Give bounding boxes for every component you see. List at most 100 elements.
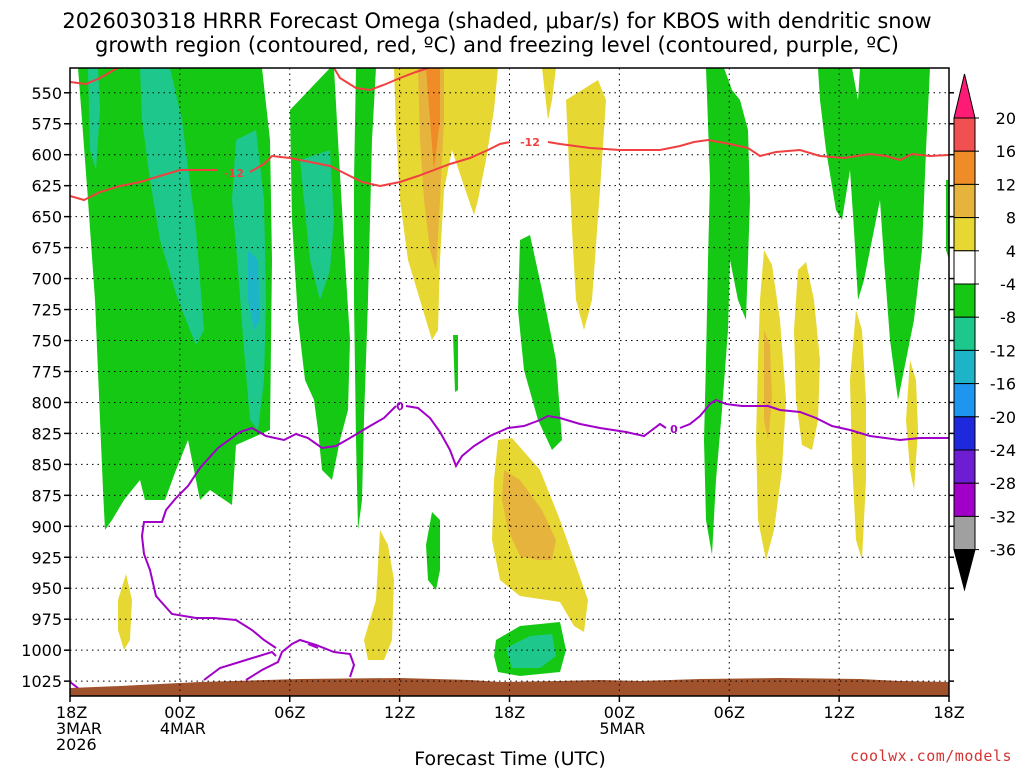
omega-region-yellow-small-2 [566, 80, 606, 330]
omega-region-teal-mid [300, 150, 334, 300]
y-tick-label: 625 [31, 177, 62, 196]
x-tick-label: 4MAR [160, 719, 206, 738]
colorbar-label: -8 [1000, 308, 1016, 327]
y-tick-label: 900 [31, 517, 62, 536]
dendritic-contour-upper-mid [333, 68, 429, 92]
x-tick-label: 5MAR [599, 719, 645, 738]
omega-region-green-right-a [704, 68, 750, 555]
y-axis: 550 575 600 625 650 675 700 725 750 775 800 825 850 8… [21, 84, 954, 691]
omega-region-green-dot [453, 335, 458, 392]
y-tick-label: 725 [31, 301, 62, 320]
colorbar-label: -16 [990, 375, 1016, 394]
contour-label-minus12-a: -12 [224, 167, 244, 180]
y-tick-label: 1000 [21, 641, 62, 660]
colorbar-label: -12 [990, 341, 1016, 360]
omega-region-green-streak [518, 235, 562, 450]
omega-region-teal-left-a [140, 68, 204, 345]
credit-text: coolwx.com/models [850, 747, 1012, 765]
colorbar-segment [953, 316, 976, 351]
omega-region-teal-left-b [88, 68, 100, 170]
contours: -12 -12 0 0 [70, 68, 949, 689]
y-tick-label: 800 [31, 393, 62, 412]
dendritic-contour-minus12 [70, 138, 949, 202]
y-tick-label: 700 [31, 270, 62, 289]
y-tick-label: 850 [31, 455, 62, 474]
y-tick-label: 550 [31, 84, 62, 103]
y-tick-label: 775 [31, 362, 62, 381]
x-tick-label: 06Z [274, 703, 305, 722]
colorbar-label: 12 [996, 175, 1016, 194]
omega-region-yellow-lowmid [364, 530, 394, 660]
colorbar-segment [953, 183, 976, 219]
y-tick-label: 825 [31, 424, 62, 443]
x-tick-label: 00Z [604, 703, 635, 722]
omega-region-darkorange-upper [426, 68, 440, 170]
x-tick-label: 3MAR [56, 719, 102, 738]
y-tick-label: 650 [31, 208, 62, 227]
omega-region-yellow-right-d [906, 360, 918, 490]
y-tick-label: 600 [31, 146, 62, 165]
x-tick-label: 2026 [56, 735, 97, 754]
colorbar-label: 8 [1006, 209, 1016, 228]
omega-region-yellow-right-c [850, 310, 866, 560]
x-tick-label: 06Z [714, 703, 745, 722]
freezing-level-contour [70, 398, 949, 689]
x-axis-label: Forecast Time (UTC) [414, 748, 605, 768]
colorbar-label: 20 [996, 109, 1016, 128]
colorbar-segment [953, 349, 976, 385]
omega-region-orange-plume [502, 470, 556, 560]
colorbar-segment [953, 250, 976, 285]
colorbar-segment [953, 449, 976, 484]
colorbar-label: 16 [996, 142, 1016, 161]
omega-shading [70, 68, 949, 696]
omega-region-green-right-b [818, 68, 930, 400]
omega-region-orange-right-a [764, 330, 772, 440]
x-tick-label: 12Z [823, 703, 854, 722]
omega-region-yellow-lowleft [118, 574, 132, 650]
omega-region-green-lowcell [426, 512, 440, 590]
grid-lines [70, 68, 949, 696]
omega-region-yellow-small-1 [542, 68, 556, 120]
omega-region-green-left [78, 68, 272, 530]
y-tick-label: 925 [31, 548, 62, 567]
colorbar-top-arrow [953, 73, 976, 119]
x-tick-label: 18Z [56, 703, 87, 722]
colorbar-segment [953, 217, 976, 252]
y-tick-label: 1025 [21, 672, 62, 691]
omega-region-yellow-right-b [794, 262, 820, 450]
colorbar-segment [953, 283, 976, 318]
y-tick-label: 950 [31, 579, 62, 598]
colorbar-segment [953, 482, 976, 517]
omega-region-white-gap [852, 68, 860, 100]
colorbar-bottom-arrow [953, 549, 976, 592]
chart-title-line2: growth region (contoured, red, ºC) and f… [95, 33, 899, 57]
chart-title-line1: 2026030318 HRRR Forecast Omega (shaded, … [62, 9, 931, 33]
colorbar-label: -36 [990, 541, 1016, 560]
y-tick-label: 975 [31, 610, 62, 629]
colorbar-label: -20 [990, 408, 1016, 427]
y-tick-label: 575 [31, 115, 62, 134]
colorbar-segment [953, 515, 976, 551]
colorbar-segment [953, 117, 976, 152]
dendritic-contour-upper-left [70, 68, 119, 86]
y-tick-label: 675 [31, 239, 62, 258]
contour-label-zero-b: 0 [670, 423, 678, 436]
y-tick-label: 750 [31, 332, 62, 351]
colorbar-segment [953, 416, 976, 451]
x-tick-label: 12Z [384, 703, 415, 722]
x-tick-label: 18Z [494, 703, 525, 722]
colorbar: 20 16 12 8 4 -4 -8 -12 -16 -20 -24 -28 -32 -36 [953, 73, 1016, 592]
x-tick-label: 18Z [933, 703, 964, 722]
colorbar-label: -32 [990, 507, 1016, 526]
x-tick-label: 00Z [164, 703, 195, 722]
colorbar-label: -28 [990, 474, 1016, 493]
colorbar-label: 4 [1006, 242, 1016, 261]
terrain-surface [70, 678, 949, 696]
y-tick-label: 875 [31, 486, 62, 505]
contour-label-zero-a: 0 [396, 400, 404, 413]
colorbar-label: -24 [990, 441, 1016, 460]
colorbar-segment [953, 383, 976, 418]
omega-region-teal-boundary-cell [506, 634, 556, 668]
